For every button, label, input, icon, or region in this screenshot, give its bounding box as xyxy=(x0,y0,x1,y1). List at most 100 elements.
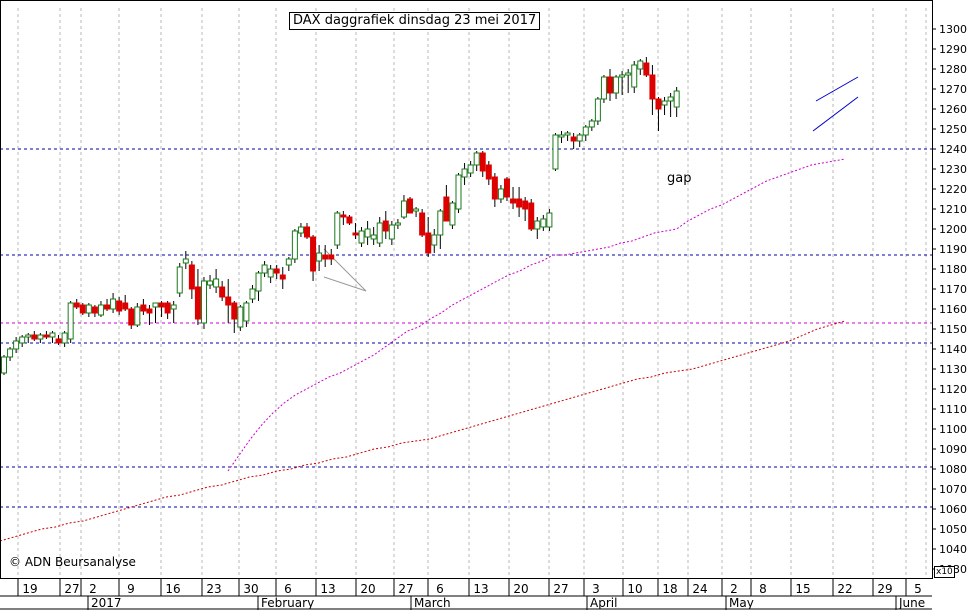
x-tick-label: 2 xyxy=(89,582,97,596)
candle-up xyxy=(673,90,680,108)
candle-up xyxy=(619,74,626,78)
candle-down xyxy=(146,308,153,314)
candle-down xyxy=(158,302,165,308)
candle-up xyxy=(261,264,268,274)
candle-up xyxy=(431,234,438,246)
candle-up xyxy=(19,336,26,344)
candle-up xyxy=(631,64,638,88)
candle-up xyxy=(364,228,371,238)
candle-down xyxy=(340,214,347,218)
y-tick-label: 1180 xyxy=(939,263,967,276)
candle-down xyxy=(425,232,432,254)
y-tick-label: 1150 xyxy=(939,323,967,336)
x-tick-label: 22 xyxy=(837,582,852,596)
x-tick-label: 16 xyxy=(165,582,180,596)
candle-up xyxy=(97,304,104,316)
month-label: June xyxy=(898,596,925,610)
candle-up xyxy=(394,222,401,226)
candle-down xyxy=(73,302,80,308)
candle-down xyxy=(607,76,613,94)
candle-down xyxy=(116,300,123,312)
candle-down xyxy=(485,164,492,180)
candle-up xyxy=(564,132,571,136)
candle-down xyxy=(655,98,662,110)
candle-down xyxy=(491,176,498,200)
candle-up xyxy=(49,332,56,338)
candle-up xyxy=(358,230,365,244)
candle-up xyxy=(667,96,674,102)
candle-up xyxy=(455,174,462,210)
candle-up xyxy=(13,340,20,350)
candle-down xyxy=(231,302,238,320)
x-tick-label: 20 xyxy=(513,582,528,596)
candle-down xyxy=(164,302,171,314)
candle-up xyxy=(134,306,141,326)
y-tick-label: 1170 xyxy=(939,283,967,296)
y-tick-label: 1240 xyxy=(939,143,967,156)
candle-down xyxy=(304,226,310,238)
y-tick-label: 1040 xyxy=(939,543,967,556)
candle-down xyxy=(79,304,86,314)
x-tick-label: 10 xyxy=(627,582,642,596)
moving-average-slow xyxy=(0,320,846,542)
candle-up xyxy=(576,134,583,142)
y-tick-label: 1100 xyxy=(939,423,967,436)
month-label: March xyxy=(414,596,451,610)
x-tick-label: 18 xyxy=(662,582,677,596)
candle-down xyxy=(31,334,38,340)
candle-up xyxy=(473,152,480,166)
candle-up xyxy=(1,356,7,374)
x-tick-label: 8 xyxy=(759,582,767,596)
x-tick-label: 9 xyxy=(127,582,135,596)
candle-down xyxy=(570,136,577,142)
y-tick-label: 1220 xyxy=(939,183,967,196)
candle-down xyxy=(443,196,450,222)
month-label: February xyxy=(261,596,314,610)
candle-down xyxy=(225,296,232,306)
candle-down xyxy=(273,268,280,274)
candle-down xyxy=(310,236,317,272)
x-tick-label: 23 xyxy=(206,582,221,596)
candle-up xyxy=(497,188,504,200)
candle-up xyxy=(182,258,189,264)
candle-up xyxy=(85,304,92,314)
y-tick-label: 1300 xyxy=(939,23,967,36)
y-tick-label: 1190 xyxy=(939,243,967,256)
candle-down xyxy=(322,254,329,260)
candle-up xyxy=(334,212,341,246)
candle-down xyxy=(528,202,535,230)
candle-up xyxy=(200,280,207,324)
candle-down xyxy=(122,302,129,310)
y-tick-label: 1110 xyxy=(939,403,967,416)
x-tick-label: 29 xyxy=(877,582,892,596)
y-tick-label: 1130 xyxy=(939,363,967,376)
x-tick-label: 27 xyxy=(64,582,79,596)
candle-up xyxy=(213,278,220,288)
candles xyxy=(1,57,680,375)
candle-down xyxy=(91,306,98,314)
candle-down xyxy=(328,254,335,260)
candle-up xyxy=(534,220,541,230)
moving-averages xyxy=(0,158,846,542)
candle-up xyxy=(243,302,250,322)
y-tick-label: 1230 xyxy=(939,163,967,176)
candle-up xyxy=(637,60,644,70)
candle-up xyxy=(588,120,595,128)
gap-annotation: gap xyxy=(667,171,692,186)
candle-up xyxy=(661,100,668,106)
candle-up xyxy=(7,348,14,358)
candle-up xyxy=(413,208,420,212)
candle-down xyxy=(188,264,195,290)
x-tick-label: 3 xyxy=(592,582,600,596)
x-tick-label: 13 xyxy=(473,582,488,596)
x-tick-label: 19 xyxy=(22,582,37,596)
y-tick-label: 1080 xyxy=(939,463,967,476)
candle-down xyxy=(516,198,523,208)
candle-up xyxy=(370,234,377,240)
candle-up xyxy=(297,226,304,234)
x-tick-label: 6 xyxy=(436,582,444,596)
candle-up xyxy=(37,334,44,340)
candle-up xyxy=(207,280,214,286)
